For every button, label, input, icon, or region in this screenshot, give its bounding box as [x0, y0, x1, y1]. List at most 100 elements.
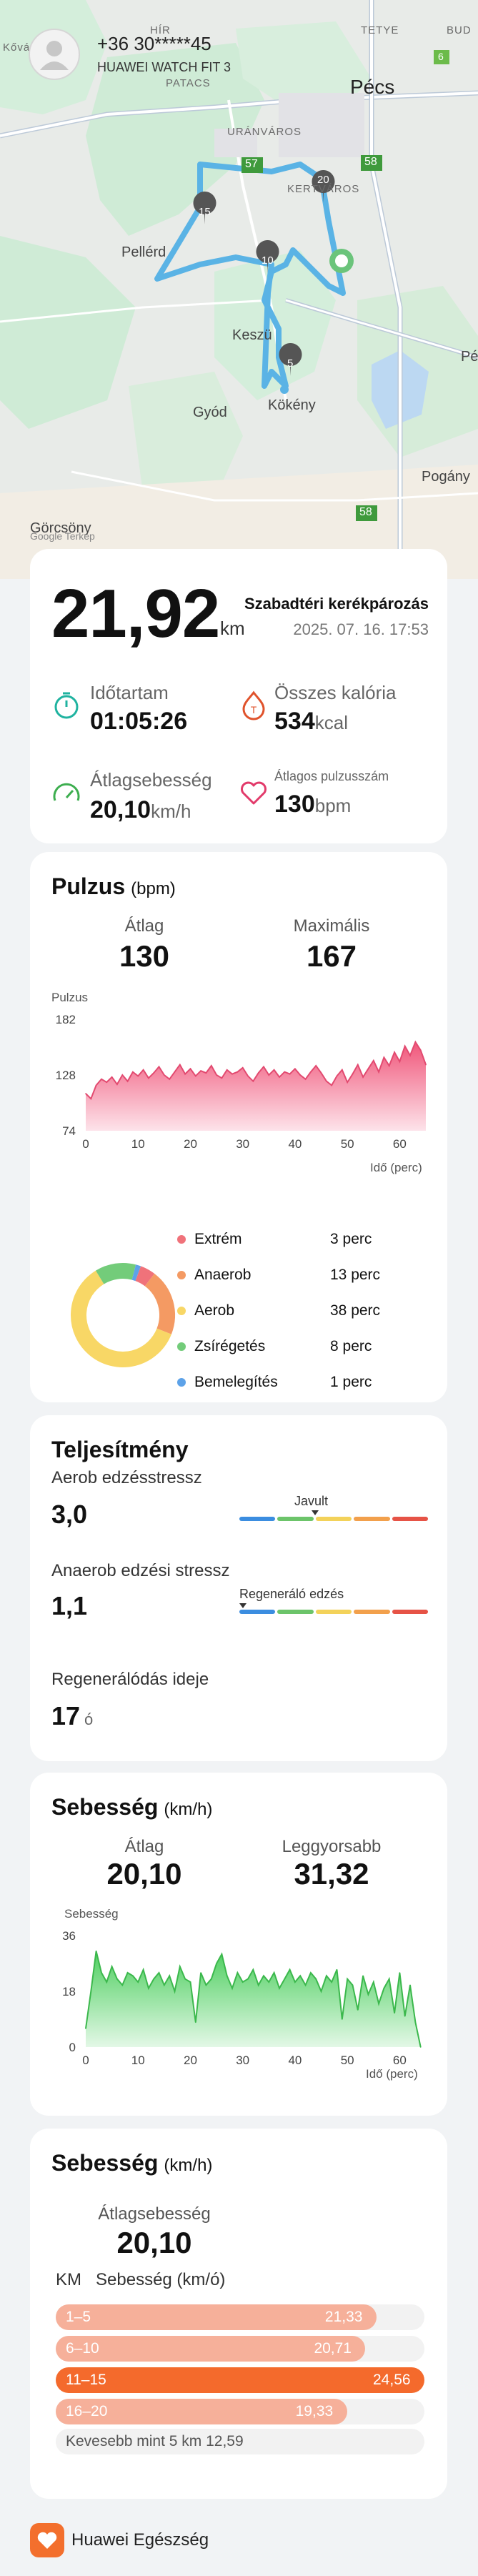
data-point: [252, 1080, 254, 1082]
data-point: [153, 1072, 154, 1074]
data-point: [414, 2021, 417, 2023]
data-point: [174, 1071, 176, 1073]
data-point: [425, 1064, 427, 1066]
data-point: [279, 1987, 280, 1989]
map-place-kertvaros: KERTVÁROS: [287, 183, 360, 195]
data-point: [352, 1073, 354, 1075]
data-point: [362, 1975, 364, 1977]
data-point: [320, 1072, 322, 1074]
data-point: [137, 1075, 139, 1077]
anaerobic-stress-value: 1,1: [51, 1591, 88, 1620]
zone-duration: 13 perc: [330, 1267, 381, 1283]
km-marker-20: [312, 170, 335, 203]
map-place-kova: Kővá: [3, 41, 31, 54]
pulse-card[interactable]: Pulzus (bpm) Átlag 130 Maximális 167 Pulz…: [30, 852, 447, 1402]
data-point: [378, 1071, 379, 1073]
km-marker-5-label: 5: [287, 357, 294, 370]
data-point: [189, 1981, 191, 1983]
zone-name: Bemelegítés: [194, 1374, 278, 1390]
split-row: 11–15 24,56: [56, 2367, 424, 2393]
avatar[interactable]: [29, 29, 80, 80]
data-point: [263, 1975, 264, 1977]
zone-duration: 3 perc: [330, 1231, 372, 1247]
data-point: [299, 1074, 302, 1076]
speed-chart[interactable]: 0 18 36 0 10 20 30 40 50 60: [30, 1921, 447, 2093]
performance-title: Teljesítmény: [51, 1437, 189, 1462]
pulse-chart[interactable]: 74 128 182 0 10 20 30 40 50 60: [30, 1005, 447, 1176]
donut-slice: [144, 1273, 175, 1334]
data-point: [289, 1968, 291, 1971]
data-point: [95, 1084, 97, 1086]
data-point: [315, 1065, 317, 1066]
aerobic-stress-label: Aerob edzésstressz: [51, 1468, 202, 1487]
data-point: [231, 1073, 233, 1075]
x-tick-label: 10: [131, 1137, 145, 1151]
data-point: [357, 1064, 359, 1066]
data-point: [85, 2028, 86, 2029]
device-name: HUAWEI WATCH FIT 3: [97, 60, 231, 74]
speed-y-axis-label: Sebesség: [64, 1907, 119, 1921]
anaerobic-status: Regeneráló edzés: [239, 1587, 344, 1601]
data-point: [211, 1065, 212, 1066]
pulse-x-axis-label: Idő (perc): [370, 1161, 422, 1174]
data-point: [137, 1981, 139, 1983]
data-point: [373, 1060, 374, 1061]
data-point: [326, 1975, 327, 1977]
scale-segment: [315, 1517, 352, 1521]
data-point: [299, 1975, 302, 1977]
split-speed: 24,56: [373, 2372, 411, 2388]
data-point: [90, 1098, 92, 1099]
km-marker-15: [193, 192, 216, 224]
data-point: [378, 2003, 379, 2005]
splits-avg-label: Átlagsebesség: [98, 2204, 211, 2224]
splits-card[interactable]: Sebesség (km/h) Átlagsebesség 20,10 KM Se…: [30, 2129, 447, 2499]
user-phone: +36 30*****45: [97, 33, 211, 54]
scale-segment: [392, 1517, 429, 1521]
data-point: [121, 1984, 124, 1986]
data-point: [331, 1981, 333, 1983]
map-place-tetye: TETYE: [361, 24, 399, 36]
y-tick-label: 182: [56, 1013, 76, 1026]
road-number-58-north: 58: [364, 156, 377, 168]
app-name: Huawei Egészség: [71, 2530, 209, 2550]
x-tick-label: 30: [236, 2054, 249, 2067]
data-point: [347, 1081, 349, 1083]
data-point: [132, 1975, 134, 1977]
distance-value: 21,92: [51, 575, 220, 652]
map-place-gorcsony: Görcsöny: [30, 520, 91, 536]
map-place-uranvaros: URÁNVÁROS: [227, 126, 302, 138]
route-map[interactable]: Kővá HÍR TETYE BUD PATACS Pécs URÁNVÁROS…: [0, 0, 478, 579]
data-point: [304, 1079, 307, 1080]
scale-segment: [392, 1610, 429, 1614]
speed-card[interactable]: Sebesség (km/h) Átlag 20,10 Leggyorsabb 3…: [30, 1773, 447, 2116]
avg-speed-label: Átlagsebesség: [90, 769, 212, 791]
zone-color-dot: [177, 1271, 186, 1279]
zone-legend-row: Zsírégetés 8 perc: [177, 1335, 434, 1361]
splits-title-wrap: Sebesség (km/h): [51, 2150, 212, 2176]
calories-value-wrap: 534kcal: [274, 708, 348, 735]
speedometer-icon: [53, 783, 80, 801]
svg-text:T: T: [251, 704, 257, 715]
performance-card[interactable]: Teljesítmény Aerob edzésstressz 3,0 Javu…: [30, 1415, 447, 1761]
data-point: [331, 1084, 333, 1086]
split-speed: 19,33: [295, 2403, 334, 2419]
y-tick-label: 128: [56, 1069, 76, 1082]
map-place-hir: HÍR: [150, 24, 171, 36]
data-point: [404, 1045, 406, 1047]
data-point: [394, 1051, 395, 1053]
data-point: [142, 1968, 144, 1971]
data-point: [367, 1068, 369, 1070]
split-bar: [56, 2367, 424, 2393]
road-number-58-south: 58: [359, 506, 372, 518]
scale-segment: [277, 1517, 314, 1521]
split-speed: 20,71: [314, 2340, 352, 2357]
zone-donut-chart[interactable]: [59, 1251, 187, 1379]
data-point: [153, 1978, 154, 1980]
data-point: [268, 1074, 270, 1076]
data-point: [85, 1093, 86, 1094]
calories-unit: kcal: [314, 712, 348, 733]
data-point: [164, 1984, 165, 1986]
split-row: 6–10 20,71: [56, 2336, 424, 2362]
km-marker-15-label: 15: [199, 206, 211, 218]
map-place-pecs: Pécs: [350, 76, 395, 98]
